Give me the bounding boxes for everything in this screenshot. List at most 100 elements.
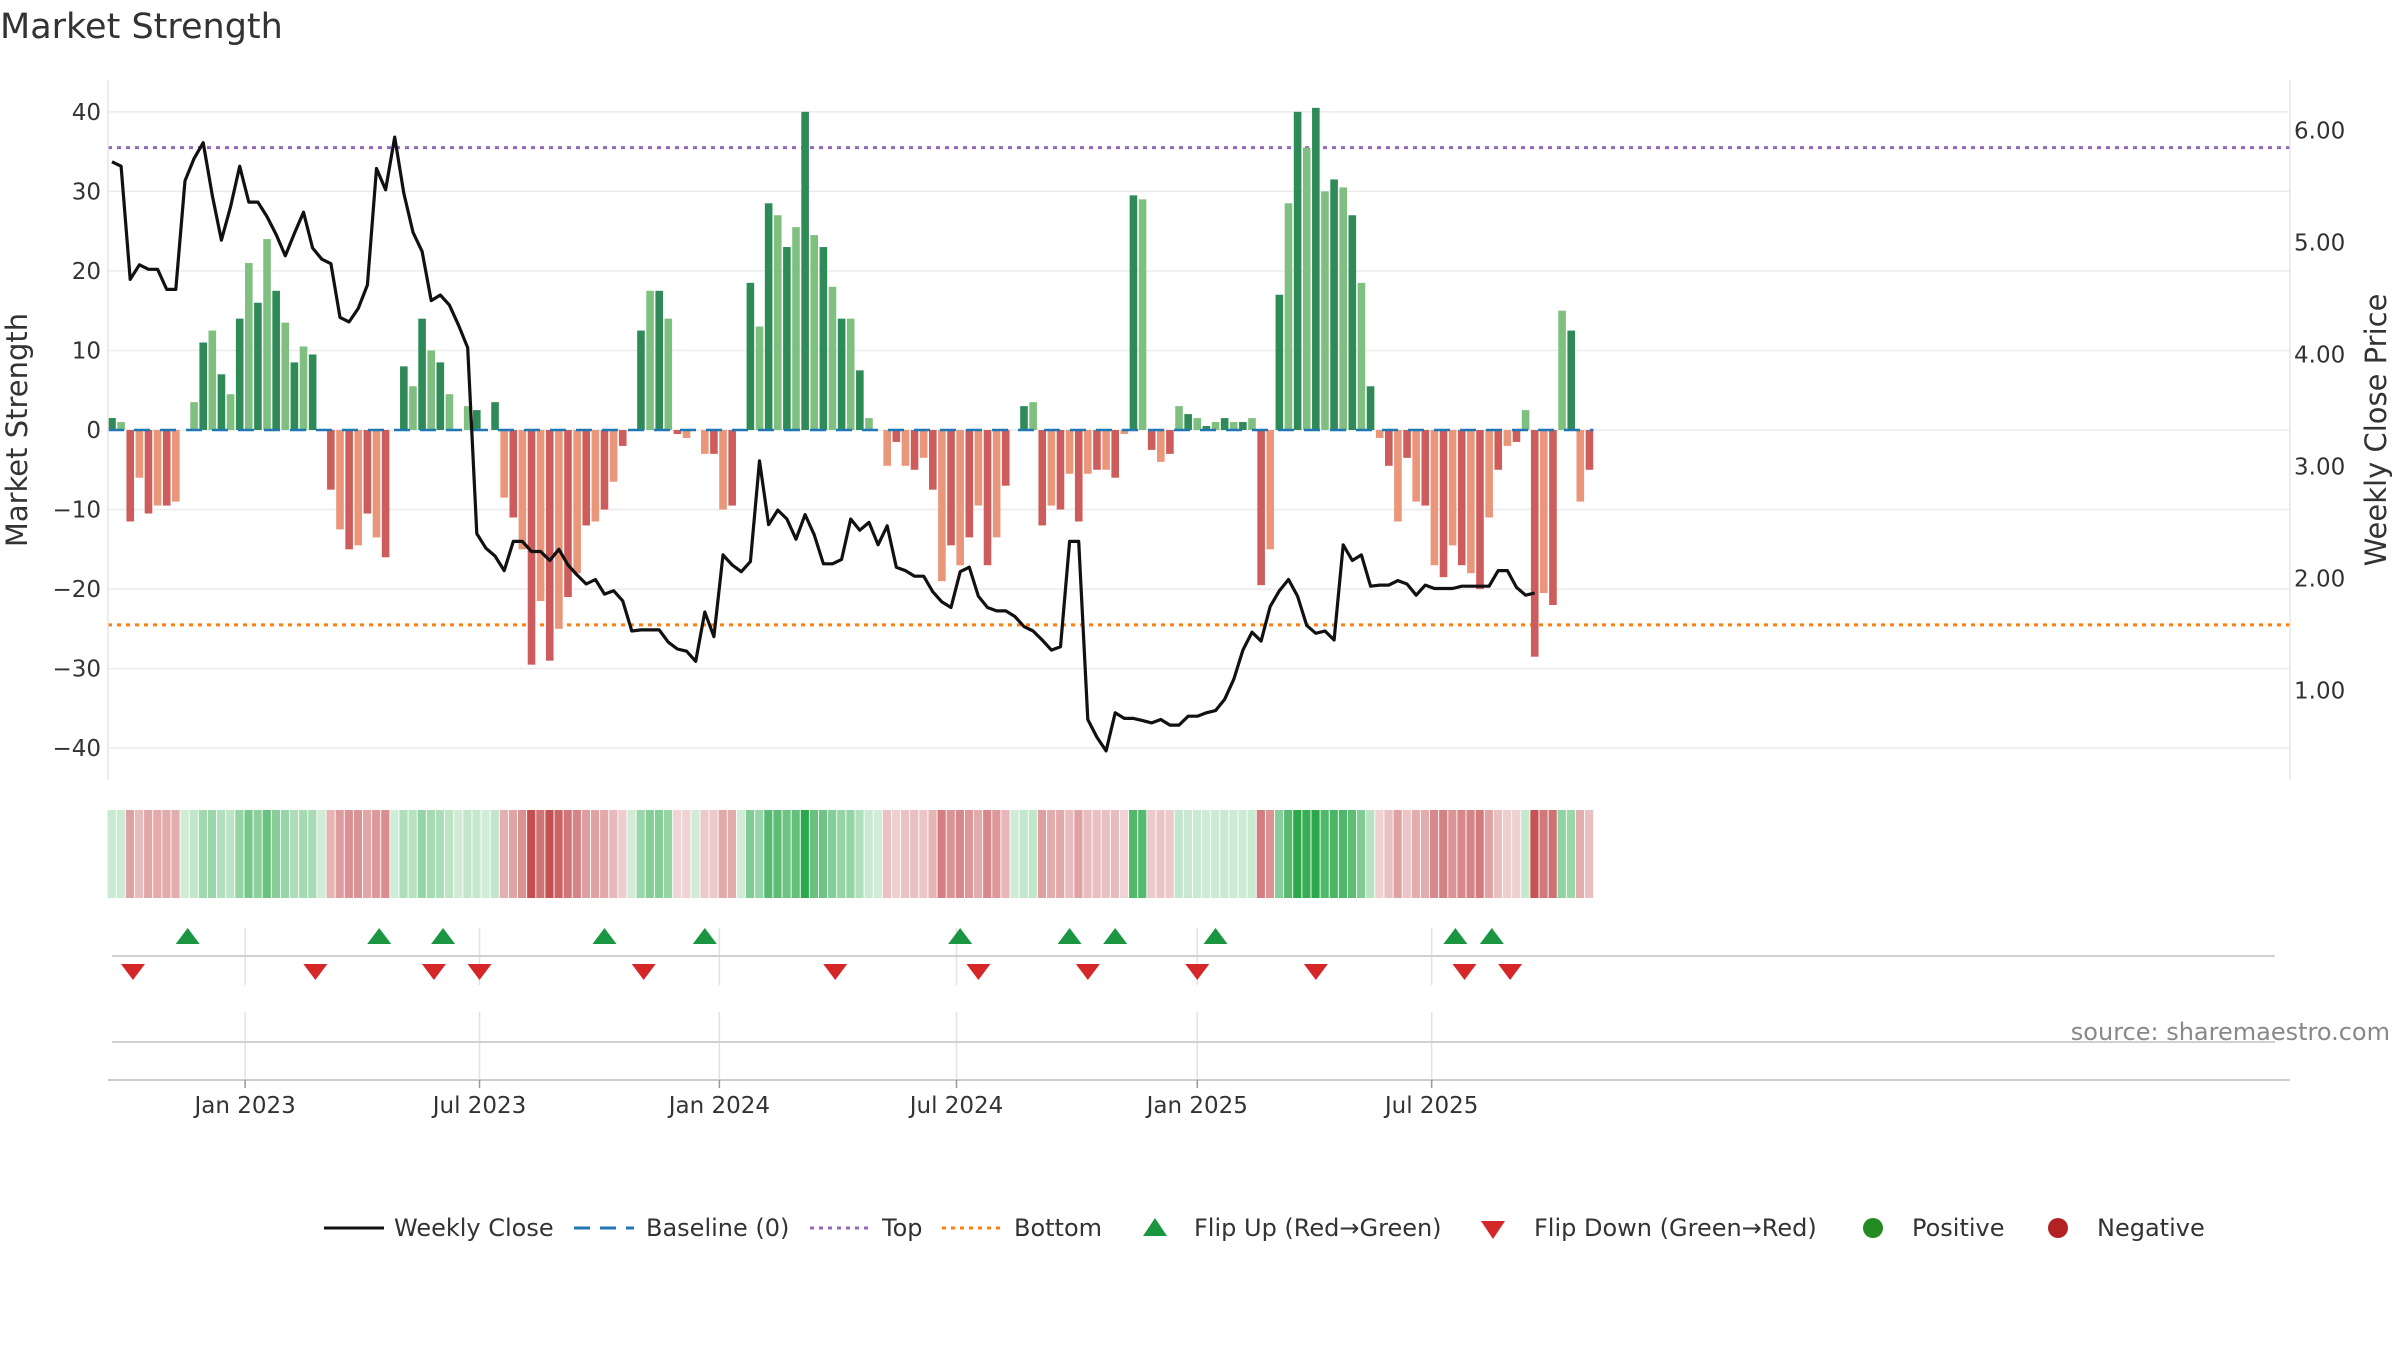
heat-cell: [381, 810, 390, 898]
heat-cell: [1028, 810, 1037, 898]
heat-cell: [791, 810, 800, 898]
heat-cell: [1010, 810, 1019, 898]
strength-bar: [783, 247, 791, 430]
strength-bar: [701, 430, 709, 454]
strength-bar: [1275, 294, 1284, 430]
strength-bar: [327, 430, 335, 490]
heat-cell: [1083, 810, 1092, 898]
heat-cell: [1430, 810, 1439, 898]
x-tick-label: Jan 2024: [667, 1093, 770, 1119]
heat-cell: [1247, 810, 1256, 898]
strength-bar: [1239, 422, 1247, 430]
strength-bar: [1339, 187, 1347, 430]
strength-bar: [372, 430, 381, 538]
heat-cell: [1439, 810, 1448, 898]
heat-cell: [1129, 810, 1138, 898]
y-right-tick-label: 4.00: [2294, 342, 2345, 368]
heat-cell: [171, 810, 180, 898]
strength-bar: [281, 322, 290, 430]
strength-bar: [1129, 195, 1138, 430]
strength-bar: [1266, 430, 1275, 550]
strength-bar: [363, 430, 372, 514]
heat-cell: [1274, 810, 1284, 898]
strength-bar: [564, 430, 572, 598]
heat-cell: [1566, 810, 1575, 898]
strength-bar: [1220, 418, 1229, 430]
heat-cell: [627, 810, 636, 898]
x-tick-label: Jan 2025: [1145, 1093, 1248, 1119]
strength-bar: [518, 430, 527, 550]
heat-cell: [709, 810, 718, 898]
heat-cell: [1347, 810, 1357, 898]
strength-bar: [1540, 430, 1548, 594]
legend-negative-icon: [2048, 1218, 2068, 1238]
flip-up-marker: [1103, 928, 1128, 944]
strength-bar: [956, 430, 964, 566]
strength-bar: [1001, 430, 1010, 486]
strength-bar: [400, 366, 408, 430]
heat-cell: [1357, 810, 1366, 898]
heat-cell: [1402, 810, 1411, 898]
legend-flip-up-icon: [1143, 1218, 1167, 1236]
strength-bar: [1385, 430, 1393, 466]
strength-bar: [764, 203, 773, 430]
legend-weekly-close: Weekly Close: [394, 1214, 554, 1242]
strength-bar: [673, 430, 682, 434]
heat-cell: [408, 810, 417, 898]
heat-cell: [855, 810, 864, 898]
strength-bar: [1093, 430, 1101, 470]
flip-down-marker: [631, 964, 656, 980]
strength-bar: [938, 430, 946, 582]
heat-cell: [1448, 810, 1457, 898]
heat-cell: [718, 810, 727, 898]
strength-bar: [162, 430, 171, 506]
y-right-tick-label: 3.00: [2294, 454, 2345, 480]
weekly-close-line: [111, 135, 1536, 753]
strength-bar: [682, 430, 691, 438]
strength-bar: [1558, 310, 1566, 430]
heat-cell: [180, 810, 189, 898]
reference-lines: [108, 146, 2290, 627]
heat-cell: [1238, 810, 1247, 898]
flip-up-marker: [175, 928, 200, 944]
strength-bar: [509, 430, 518, 518]
strength-bar: [1312, 107, 1320, 430]
y-right-tick-label: 6.00: [2294, 118, 2345, 144]
strength-bar: [527, 430, 536, 665]
heat-cell: [554, 810, 563, 898]
legend-flip-down-icon: [1481, 1221, 1505, 1239]
flip-down-marker: [823, 964, 848, 980]
y-left-axis-title: Market Strength: [0, 313, 34, 547]
flip-up-marker: [1443, 928, 1468, 944]
strength-bar: [135, 430, 144, 478]
heat-cell: [134, 810, 144, 898]
y-right-tick-label: 5.00: [2294, 230, 2345, 256]
strength-bar: [1102, 430, 1110, 470]
heat-cell: [837, 810, 846, 898]
strength-bar: [1257, 430, 1265, 586]
strength-bar: [901, 430, 910, 466]
strength-bar: [381, 430, 390, 558]
heat-cell: [189, 810, 198, 898]
axes: [107, 80, 2291, 780]
flip-down-marker: [303, 964, 328, 980]
heat-cell: [1457, 810, 1466, 898]
strength-bar: [1193, 418, 1202, 430]
heat-cell: [1411, 810, 1420, 898]
legend-top: Top: [881, 1214, 923, 1242]
heat-cell: [572, 810, 581, 898]
strength-bar: [1184, 414, 1192, 430]
strength-bar: [1229, 422, 1238, 430]
strength-bar: [846, 318, 855, 430]
flip-down-marker: [1303, 964, 1328, 980]
heat-cell: [1548, 810, 1557, 898]
strength-bar: [1357, 282, 1366, 430]
heat-cell: [773, 810, 782, 898]
heat-cell: [910, 810, 919, 898]
strength-bar: [555, 430, 563, 629]
heat-cell: [1466, 810, 1475, 898]
flip-up-marker: [948, 928, 973, 944]
strength-bar: [117, 422, 125, 430]
heat-cell: [235, 810, 244, 898]
strength-bar: [1147, 430, 1156, 450]
